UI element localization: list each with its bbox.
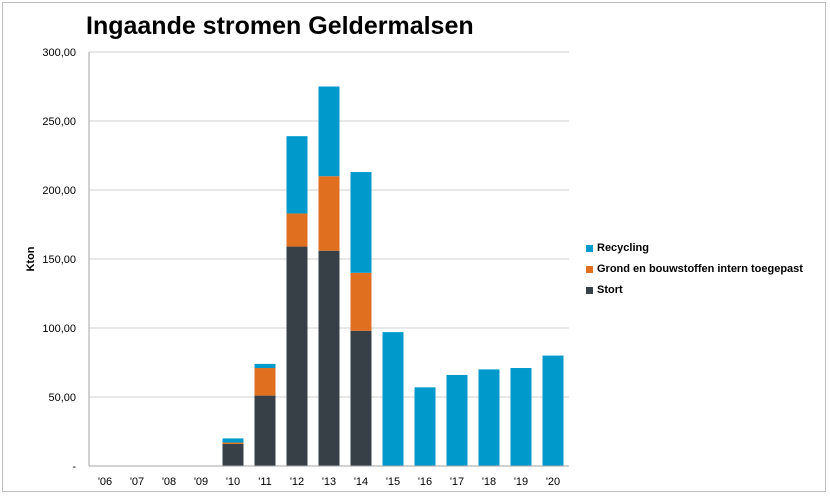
bar-recycling-11 bbox=[446, 374, 468, 466]
x-tick-label: '19 bbox=[514, 476, 528, 488]
bar-stort-5 bbox=[254, 395, 276, 466]
legend-label: Recycling bbox=[597, 242, 649, 254]
x-tick-label: '15 bbox=[386, 476, 400, 488]
x-tick-label: '11 bbox=[258, 476, 272, 488]
y-tick-label: 250,00 bbox=[42, 116, 76, 128]
y-tick-label: - bbox=[72, 461, 76, 473]
legend-item: Recycling bbox=[586, 238, 803, 258]
bar-grond-en-bouwstoffen-intern-toegepast-4 bbox=[222, 442, 244, 444]
bar-recycling-4 bbox=[222, 438, 244, 443]
legend-swatch bbox=[586, 286, 593, 294]
bar-recycling-14 bbox=[542, 355, 564, 466]
legend-item: Stort bbox=[586, 280, 803, 300]
legend-label: Stort bbox=[597, 284, 623, 296]
bar-recycling-9 bbox=[382, 332, 404, 466]
x-tick-label: '10 bbox=[226, 476, 240, 488]
bar-stort-4 bbox=[222, 443, 244, 466]
x-tick-label: '20 bbox=[546, 476, 560, 488]
legend-item: Grond en bouwstoffen intern toegepast bbox=[586, 259, 803, 279]
x-tick-labels: '06 '07 '08 '09 '10 '11 '12 '13 '14 '15 '16 '17 '18 '… bbox=[98, 476, 560, 488]
y-axis-label: Kton bbox=[25, 246, 37, 271]
x-tick-label: '08 bbox=[162, 476, 176, 488]
bar-stort-6 bbox=[286, 246, 308, 466]
y-tick-label: 200,00 bbox=[42, 185, 76, 197]
x-tick-label: '14 bbox=[354, 476, 368, 488]
legend-swatch bbox=[586, 265, 593, 273]
bar-recycling-12 bbox=[478, 369, 500, 466]
bar-grond-en-bouwstoffen-intern-toegepast-8 bbox=[350, 272, 372, 331]
y-tick-label: 150,00 bbox=[42, 254, 76, 266]
x-tick-label: '18 bbox=[482, 476, 496, 488]
x-tick-label: '09 bbox=[194, 476, 208, 488]
x-tick-label: '17 bbox=[450, 476, 464, 488]
y-tick-label: 100,00 bbox=[42, 323, 76, 335]
x-tick-label: '13 bbox=[322, 476, 336, 488]
legend-label: Grond en bouwstoffen intern toegepast bbox=[597, 263, 803, 275]
bar-recycling-8 bbox=[350, 172, 372, 273]
bar-recycling-7 bbox=[318, 86, 340, 177]
bar-recycling-6 bbox=[286, 136, 308, 214]
x-tick-label: '12 bbox=[290, 476, 304, 488]
bar-grond-en-bouwstoffen-intern-toegepast-6 bbox=[286, 213, 308, 247]
x-tick-label: '07 bbox=[130, 476, 144, 488]
y-tick-label: 300,00 bbox=[42, 47, 76, 59]
axes bbox=[88, 52, 569, 467]
chart-title: Ingaande stromen Geldermalsen bbox=[86, 12, 474, 40]
bar-grond-en-bouwstoffen-intern-toegepast-5 bbox=[254, 368, 276, 396]
bar-recycling-10 bbox=[414, 387, 436, 466]
y-tick-label: 50,00 bbox=[48, 392, 76, 404]
bar-stort-7 bbox=[318, 250, 340, 466]
bar-grond-en-bouwstoffen-intern-toegepast-7 bbox=[318, 176, 340, 251]
bar-recycling-13 bbox=[510, 368, 532, 466]
legend: Recycling Grond en bouwstoffen intern toe… bbox=[586, 238, 803, 301]
bar-recycling-5 bbox=[254, 363, 276, 369]
x-tick-label: '16 bbox=[418, 476, 432, 488]
legend-swatch bbox=[586, 244, 593, 252]
bar-stort-8 bbox=[350, 330, 372, 466]
y-tick-labels: - 50,00 100,00 150,00 200,00 250,00 300,00 bbox=[42, 47, 76, 473]
bars bbox=[222, 86, 564, 466]
x-tick-label: '06 bbox=[98, 476, 112, 488]
